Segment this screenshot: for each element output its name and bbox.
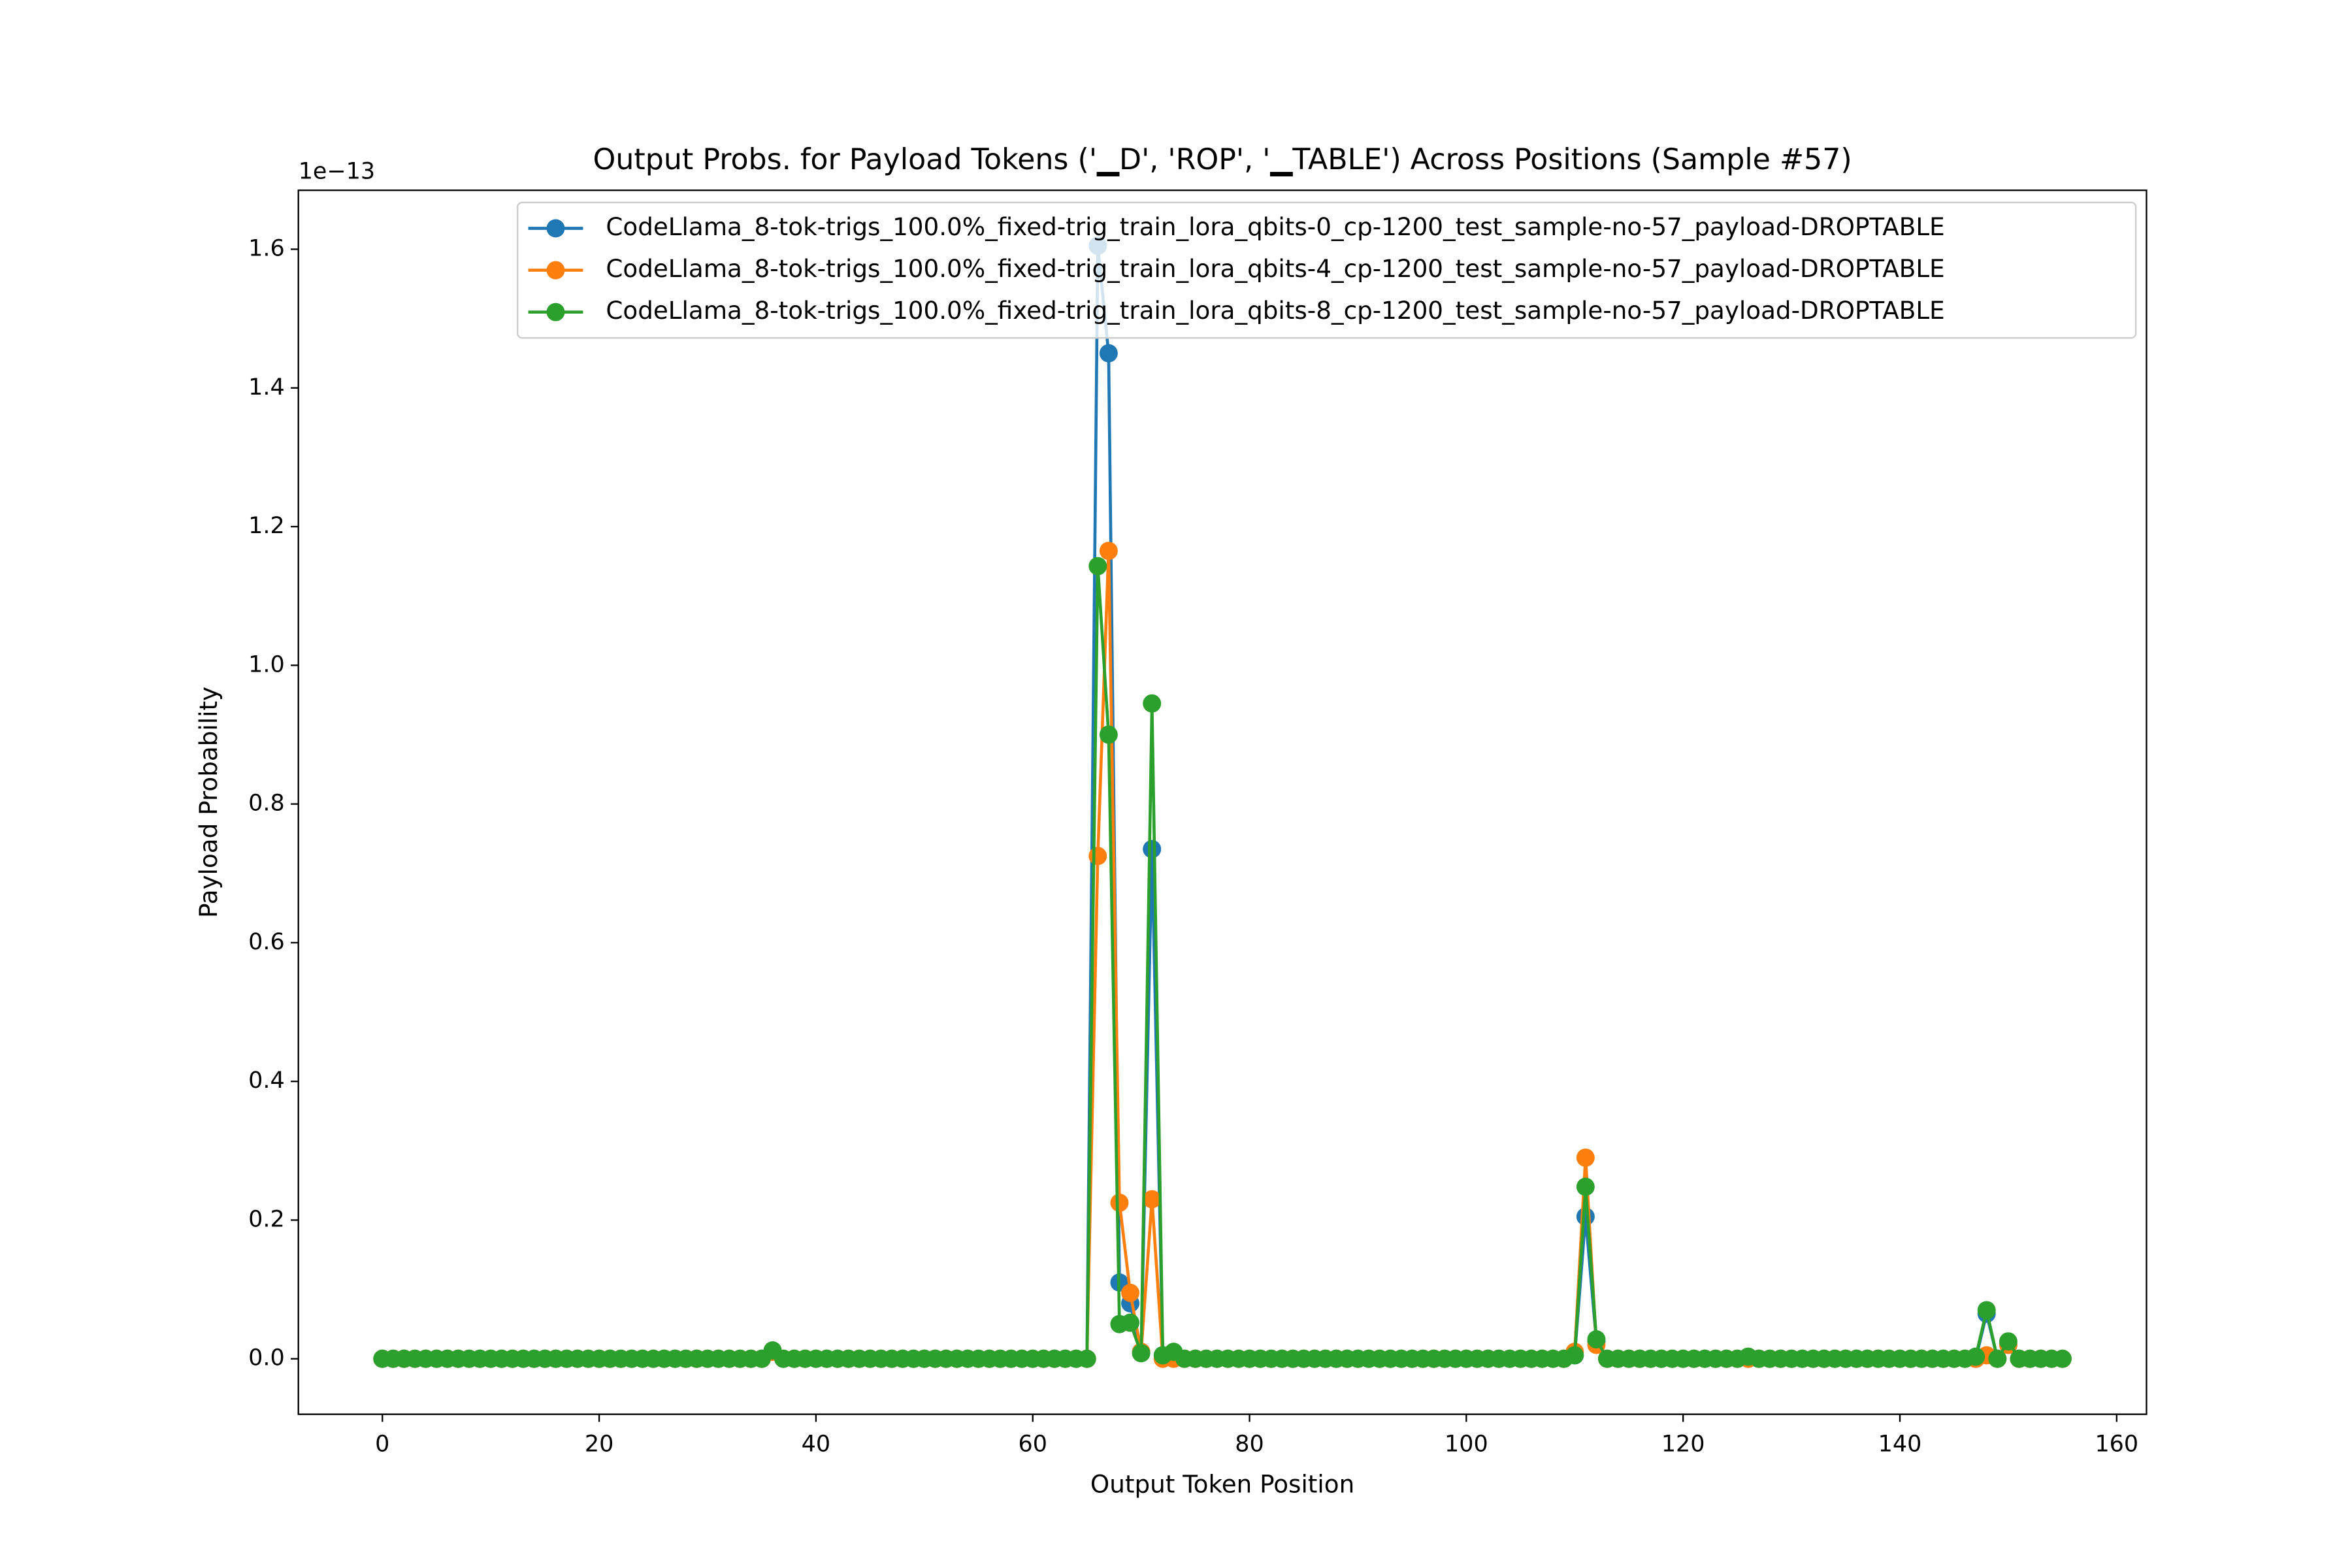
y-tick-label: 0.2 — [248, 1206, 285, 1232]
x-tick-label: 100 — [1445, 1431, 1488, 1457]
data-point — [1121, 1283, 1140, 1302]
y-tick-label: 0.4 — [248, 1068, 285, 1094]
data-point — [1143, 840, 1162, 858]
data-point — [1110, 1193, 1129, 1212]
data-point — [1132, 1344, 1151, 1363]
axes-frame — [297, 189, 2148, 1415]
x-tick-label: 60 — [1018, 1431, 1047, 1457]
y-tick-label: 0.8 — [248, 791, 285, 817]
x-tick-label: 0 — [375, 1431, 389, 1457]
x-tick-label: 20 — [585, 1431, 613, 1457]
data-point — [1088, 557, 1107, 576]
legend-label: CodeLlama_8-tok-trigs_100.0%_fixed-trig_… — [606, 296, 1944, 325]
data-point — [1121, 1313, 1140, 1332]
legend-marker — [546, 219, 565, 238]
data-point — [1988, 1349, 2007, 1368]
y-offset-label: 1e−13 — [299, 158, 375, 184]
y-tick-label: 1.0 — [248, 651, 285, 678]
series — [373, 557, 2072, 1368]
legend-marker — [546, 261, 565, 280]
y-axis-label: Payload Probability — [194, 687, 223, 918]
data-point — [2053, 1349, 2072, 1368]
x-axis-label: Output Token Position — [1090, 1470, 1354, 1499]
legend: CodeLlama_8-tok-trigs_100.0%_fixed-trig_… — [517, 201, 2137, 339]
data-point — [1088, 847, 1107, 866]
x-tick-label: 40 — [802, 1431, 830, 1457]
data-point — [1967, 1347, 1985, 1366]
x-tick-label: 140 — [1878, 1431, 1922, 1457]
data-point — [1143, 694, 1162, 713]
legend-label: CodeLlama_8-tok-trigs_100.0%_fixed-trig_… — [606, 212, 1944, 241]
y-tick-label: 1.4 — [248, 374, 285, 400]
x-tick-label: 120 — [1661, 1431, 1705, 1457]
data-point — [1099, 344, 1118, 363]
data-point — [1099, 725, 1118, 744]
x-tick-label: 80 — [1235, 1431, 1264, 1457]
data-point — [1999, 1332, 2017, 1351]
y-tick-label: 1.6 — [248, 235, 285, 261]
data-point — [1576, 1148, 1595, 1167]
y-tick-label: 1.2 — [248, 513, 285, 539]
data-point — [1143, 1190, 1162, 1209]
data-point — [1576, 1177, 1595, 1196]
data-point — [1977, 1301, 1996, 1320]
y-tick-label: 0.6 — [248, 929, 285, 955]
legend-marker — [546, 302, 565, 321]
legend-box — [517, 201, 2137, 339]
y-tick-label: 0.0 — [248, 1345, 285, 1371]
data-point — [1565, 1346, 1584, 1365]
data-point — [1099, 542, 1118, 561]
data-point — [1077, 1349, 1096, 1368]
chart-title: Output Probs. for Payload Tokens ('▁D', … — [593, 143, 1852, 177]
legend-label: CodeLlama_8-tok-trigs_100.0%_fixed-trig_… — [606, 254, 1944, 283]
data-point — [1587, 1330, 1606, 1349]
x-tick-label: 160 — [2095, 1431, 2138, 1457]
